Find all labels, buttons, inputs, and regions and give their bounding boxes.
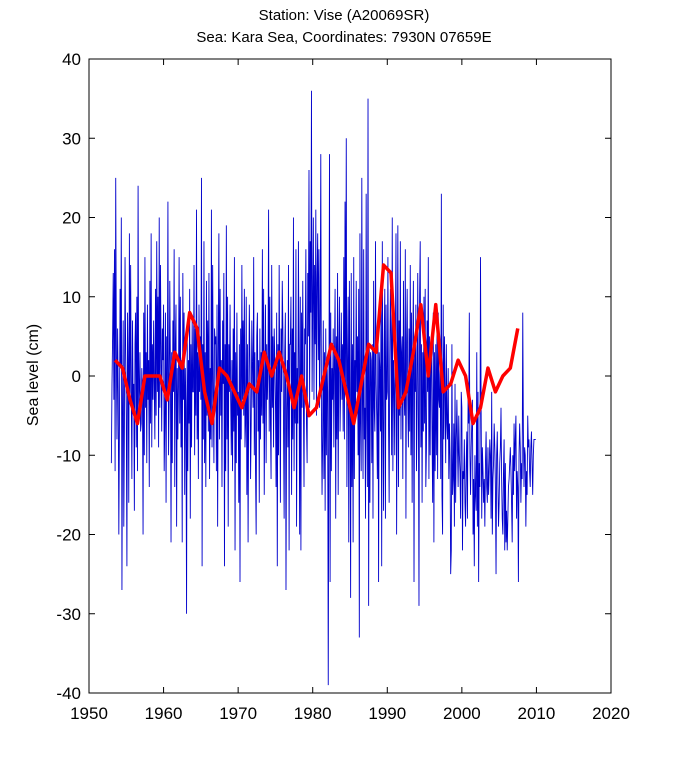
x-tick-label: 1980 — [294, 704, 332, 723]
y-tick-label: 20 — [62, 209, 81, 228]
y-tick-label: -40 — [56, 684, 81, 703]
monthly-sea-level-line — [110, 90, 536, 686]
annual-mean-sea-level-line — [113, 263, 520, 426]
plot-area: 1950 1960 1970 1980 1990 2000 2010 2020-40-30-2… — [56, 50, 629, 723]
y-tick-label: 40 — [62, 50, 81, 69]
x-tick-label: 1970 — [219, 704, 257, 723]
y-tick-label: -30 — [56, 605, 81, 624]
y-tick-label: 30 — [62, 129, 81, 148]
y-tick-label: -10 — [56, 446, 81, 465]
chart-subtitle: Sea: Kara Sea, Coordinates: 7930N 07659E — [196, 29, 491, 46]
x-tick-label: 2020 — [592, 704, 630, 723]
chart-title: Station: Vise (A20069SR) — [259, 7, 430, 24]
y-tick-label: 0 — [72, 367, 81, 386]
y-tick-label: -20 — [56, 526, 81, 545]
y-tick-label: 10 — [62, 288, 81, 307]
x-tick-label: 2010 — [518, 704, 556, 723]
x-tick-label: 1960 — [145, 704, 183, 723]
y-axis-label: Sea level (cm) — [25, 324, 42, 426]
x-tick-label: 2000 — [443, 704, 481, 723]
x-tick-label: 1990 — [368, 704, 406, 723]
x-tick-label: 1950 — [70, 704, 108, 723]
